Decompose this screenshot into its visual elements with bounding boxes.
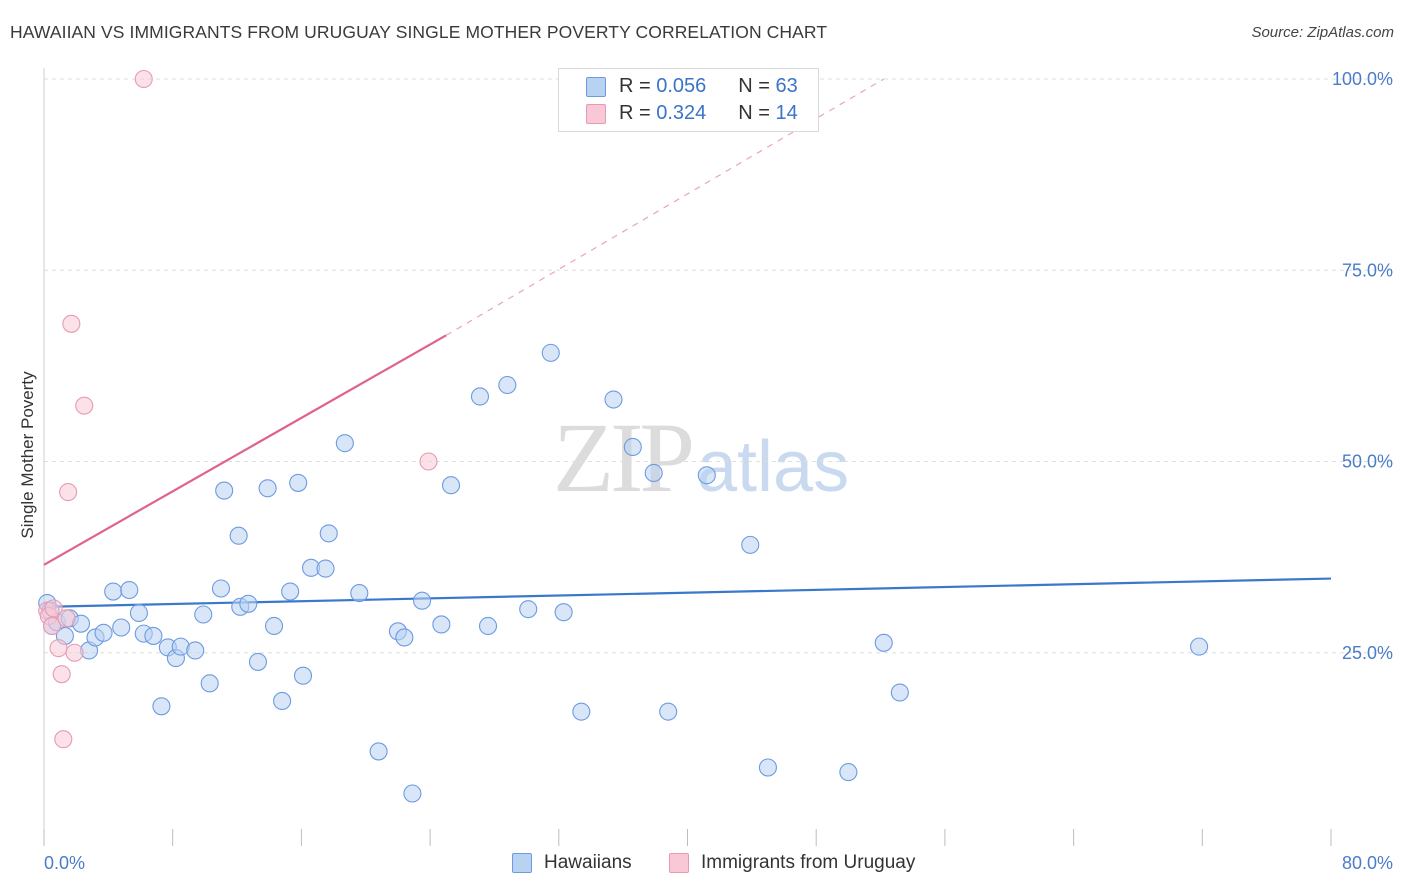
data-point-hawaiians — [152, 697, 171, 716]
data-point-hawaiians — [874, 633, 893, 652]
data-point-hawaiians — [432, 615, 451, 634]
data-point-hawaiians — [350, 584, 369, 603]
data-point-hawaiians — [194, 605, 213, 624]
trend-line-hawaiians — [43, 577, 1332, 608]
data-point-hawaiians — [200, 674, 219, 693]
watermark-zip: ZIP — [553, 402, 695, 513]
data-point-hawaiians — [281, 582, 300, 601]
legend-r-value: 0.056 — [656, 75, 707, 97]
data-point-hawaiians — [316, 559, 335, 578]
data-point-hawaiians — [604, 390, 623, 409]
data-point-hawaiians — [478, 616, 498, 636]
data-point-hawaiians — [644, 463, 663, 483]
watermark: ZIPatlas — [553, 400, 849, 515]
data-point-hawaiians — [395, 628, 414, 647]
bottom-legend: Hawaiians Immigrants from Uruguay — [0, 852, 1406, 878]
bottom-legend-uruguay: Immigrants from Uruguay — [669, 852, 915, 874]
data-point-hawaiians — [890, 683, 909, 702]
data-point-uruguay — [44, 599, 63, 618]
data-point-uruguay — [57, 609, 76, 628]
legend-swatch-pink — [586, 103, 606, 124]
data-point-hawaiians — [120, 580, 139, 600]
trend-line-uruguay — [43, 334, 447, 566]
gridlines — [44, 78, 1392, 654]
bottom-legend-swatch-pink — [669, 853, 689, 873]
data-point-hawaiians — [659, 702, 678, 721]
legend-n-value: 14 — [775, 102, 798, 124]
data-point-hawaiians — [623, 437, 642, 457]
legend-n-label: N = — [738, 75, 770, 97]
data-point-hawaiians — [265, 616, 284, 636]
data-point-hawaiians — [519, 600, 538, 619]
data-point-hawaiians — [470, 387, 490, 406]
data-point-hawaiians — [839, 763, 858, 782]
legend-row-hawaiians: R = 0.056 N = 63 — [559, 73, 798, 100]
source-credit: Source: ZipAtlas.com — [1251, 24, 1394, 41]
legend-swatch-blue — [586, 76, 606, 97]
y-tick-label: 50.0% — [1342, 452, 1393, 472]
data-point-hawaiians — [554, 603, 573, 622]
data-point-hawaiians — [741, 535, 760, 554]
data-point-hawaiians — [289, 473, 308, 492]
watermark-atlas: atlas — [697, 427, 850, 507]
data-point-hawaiians — [403, 784, 422, 803]
data-point-hawaiians — [441, 476, 461, 495]
data-point-hawaiians — [369, 742, 388, 761]
data-point-hawaiians — [541, 343, 560, 362]
tick-labels: 100.0% 75.0% 50.0% 25.0% 0.0% 80.0% — [44, 69, 1393, 873]
legend-r-label: R = — [619, 75, 651, 97]
legend-r-value: 0.324 — [656, 102, 707, 124]
axes — [43, 68, 1332, 846]
data-point-hawaiians — [1190, 637, 1209, 656]
y-tick-label: 25.0% — [1342, 643, 1393, 663]
data-point-hawaiians — [94, 623, 113, 642]
bottom-legend-label: Immigrants from Uruguay — [701, 852, 916, 873]
data-point-hawaiians — [211, 579, 231, 598]
data-point-uruguay — [42, 616, 62, 636]
data-point-hawaiians — [319, 524, 338, 543]
legend-r-label: R = — [619, 102, 651, 124]
data-point-hawaiians — [498, 375, 517, 395]
x-tick-label: 80.0% — [1342, 853, 1393, 873]
data-points — [38, 69, 1209, 803]
data-point-uruguay — [134, 69, 153, 89]
data-point-hawaiians — [273, 691, 292, 710]
chart-title: HAWAIIAN VS IMMIGRANTS FROM URUGUAY SING… — [10, 22, 828, 42]
data-point-hawaiians — [413, 591, 432, 610]
bottom-legend-label: Hawaiians — [544, 852, 632, 873]
data-point-hawaiians — [129, 603, 148, 623]
data-point-hawaiians — [104, 582, 123, 601]
data-point-hawaiians — [144, 626, 163, 645]
data-point-hawaiians — [186, 641, 205, 660]
data-point-uruguay — [54, 730, 73, 749]
data-point-uruguay — [65, 643, 84, 662]
data-point-hawaiians — [229, 526, 248, 545]
data-point-hawaiians — [248, 652, 268, 671]
legend: R = 0.056 N = 63 R = 0.324 N = 14 — [558, 68, 819, 132]
legend-n-label: N = — [738, 102, 770, 124]
data-point-hawaiians — [239, 594, 258, 613]
y-tick-label: 100.0% — [1332, 69, 1393, 89]
legend-row-uruguay: R = 0.324 N = 14 — [559, 100, 798, 127]
data-point-uruguay — [52, 665, 71, 684]
data-point-uruguay — [75, 396, 94, 415]
data-point-hawaiians — [293, 666, 313, 685]
data-point-uruguay — [59, 483, 78, 502]
data-point-hawaiians — [697, 466, 716, 485]
bottom-legend-hawaiians: Hawaiians — [512, 852, 632, 874]
data-point-uruguay — [49, 639, 68, 658]
bottom-legend-swatch-blue — [512, 853, 532, 873]
data-point-hawaiians — [258, 479, 277, 498]
data-point-hawaiians — [215, 481, 234, 500]
data-point-uruguay — [419, 452, 438, 471]
data-point-hawaiians — [112, 618, 131, 637]
data-point-hawaiians — [758, 758, 777, 777]
x-tick-label: 0.0% — [44, 853, 85, 873]
data-point-uruguay — [62, 314, 81, 333]
y-tick-label: 75.0% — [1342, 260, 1393, 280]
legend-n-value: 63 — [775, 75, 798, 97]
data-point-hawaiians — [335, 434, 354, 453]
data-point-hawaiians — [572, 702, 591, 721]
